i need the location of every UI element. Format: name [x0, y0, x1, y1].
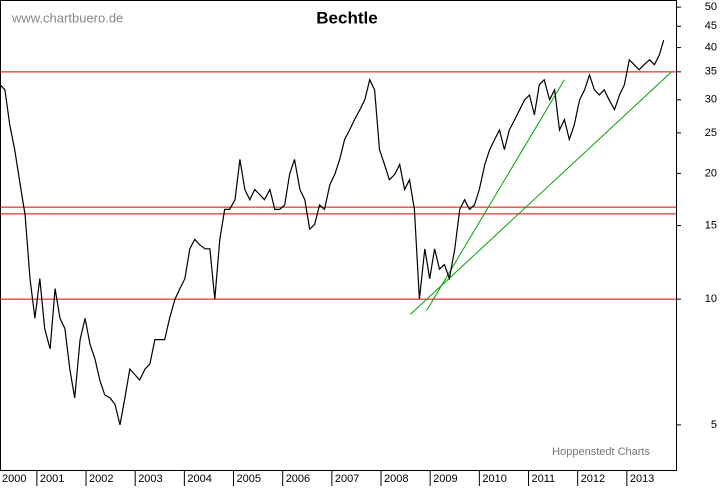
x-tick-label: 2004 — [187, 473, 211, 485]
y-tick-label: 25 — [705, 127, 717, 139]
x-tick-label: 2012 — [581, 473, 605, 485]
x-tick-label: 2001 — [40, 473, 64, 485]
x-tick-label: 2003 — [138, 473, 162, 485]
price-line — [0, 39, 665, 426]
y-tick-label: 10 — [705, 293, 717, 305]
x-tick-label: 2000 — [2, 473, 26, 485]
x-tick-label: 2010 — [482, 473, 506, 485]
y-tick-label: 45 — [705, 20, 717, 32]
x-tick-label: 2013 — [630, 473, 654, 485]
chart-title: Bechtle — [316, 8, 377, 27]
x-tick-label: 2008 — [384, 473, 408, 485]
x-tick-label: 2006 — [286, 473, 310, 485]
plot-frame — [0, 0, 677, 471]
trend-line — [426, 79, 565, 311]
x-tick-label: 2007 — [335, 473, 359, 485]
watermark: www.chartbuero.de — [11, 10, 123, 25]
x-tick-label: 2002 — [89, 473, 113, 485]
x-tick-label: 2011 — [532, 473, 556, 485]
y-tick-label: 30 — [705, 94, 717, 106]
source-note: Hoppenstedt Charts — [552, 446, 650, 458]
y-tick-label: 40 — [705, 42, 717, 54]
y-tick-label: 15 — [705, 219, 717, 231]
y-tick-label: 5 — [711, 419, 717, 431]
trend-line — [410, 71, 672, 315]
y-tick-label: 20 — [705, 167, 717, 179]
y-tick-label: 50 — [705, 1, 717, 13]
y-tick-label: 35 — [705, 66, 717, 78]
x-tick-label: 2005 — [237, 473, 261, 485]
x-tick-label: 2009 — [433, 473, 457, 485]
